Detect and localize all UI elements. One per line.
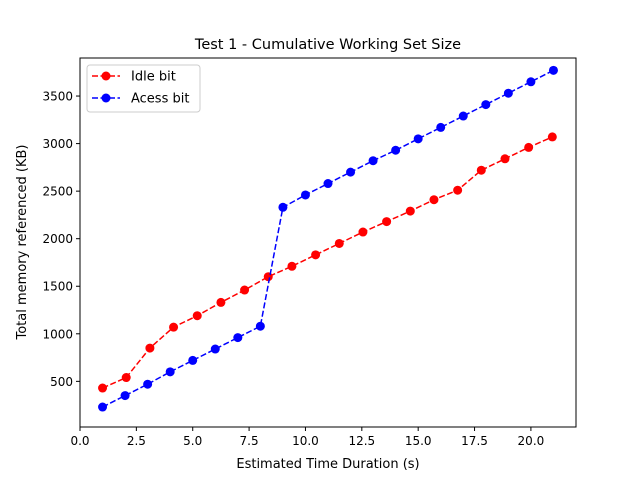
legend: Idle bit Acess bit <box>86 64 201 113</box>
y-tick-label: 3000 <box>42 137 73 151</box>
x-tick-label: 7.5 <box>240 434 259 448</box>
y-tick-label: 1000 <box>42 327 73 341</box>
axes-frame <box>79 57 577 428</box>
data-point-idle-bit <box>358 227 368 237</box>
data-point-idle-bit <box>429 195 439 205</box>
data-point-idle-bit <box>334 238 344 248</box>
x-tick-label: 15.0 <box>405 434 432 448</box>
chart-title: Test 1 - Cumulative Working Set Size <box>194 37 461 53</box>
x-axis-label: Estimated Time Duration (s) <box>236 457 419 472</box>
series-line-acess-bit <box>102 69 554 408</box>
data-point-idle-bit <box>169 322 179 332</box>
data-point-acess-bit <box>346 167 356 177</box>
y-tick-label: 2000 <box>42 232 73 246</box>
data-point-idle-bit <box>263 272 273 282</box>
data-point-acess-bit <box>526 77 536 87</box>
data-point-idle-bit <box>524 142 534 152</box>
legend-label-acess-bit: Acess bit <box>131 92 189 107</box>
data-point-idle-bit <box>121 373 131 383</box>
plot-area <box>98 65 558 412</box>
data-point-acess-bit <box>210 344 220 354</box>
data-point-idle-bit <box>382 217 392 227</box>
data-point-acess-bit <box>165 367 175 377</box>
x-tick-label: 10.0 <box>292 434 319 448</box>
y-tick-label: 2500 <box>42 185 73 199</box>
y-tick-label: 1500 <box>42 280 73 294</box>
data-point-acess-bit <box>188 355 198 365</box>
data-point-acess-bit <box>323 179 333 189</box>
data-point-acess-bit <box>120 391 130 401</box>
x-tick-label: 0.0 <box>70 434 89 448</box>
data-point-acess-bit <box>300 190 310 200</box>
x-tick-label: 12.5 <box>348 434 375 448</box>
series-line-idle-bit <box>102 136 553 389</box>
data-point-idle-bit <box>311 250 321 260</box>
data-point-acess-bit <box>233 333 243 343</box>
data-point-idle-bit <box>453 185 463 195</box>
y-tick-label: 3500 <box>42 90 73 104</box>
data-point-idle-bit <box>216 297 226 307</box>
data-point-acess-bit <box>436 122 446 132</box>
legend-marker-acess-bit <box>101 93 111 103</box>
legend-label-idle-bit: Idle bit <box>131 70 176 85</box>
data-point-idle-bit <box>98 383 108 393</box>
data-point-acess-bit <box>391 145 401 155</box>
data-point-idle-bit <box>192 311 202 321</box>
data-point-acess-bit <box>278 202 288 212</box>
legend-marker-idle-bit <box>101 71 111 81</box>
x-tick-label: 20.0 <box>518 434 545 448</box>
data-point-idle-bit <box>145 343 155 353</box>
y-tick-label: 500 <box>50 375 73 389</box>
data-point-idle-bit <box>240 285 250 295</box>
data-point-idle-bit <box>500 154 510 164</box>
data-point-acess-bit <box>143 379 153 389</box>
data-point-acess-bit <box>413 134 423 144</box>
data-point-acess-bit <box>481 100 491 110</box>
y-axis: 500 1000 1500 2000 2500 3000 3500 <box>42 90 80 389</box>
x-axis: 0.0 2.5 5.0 7.5 10.0 12.5 15.0 17.5 20.0 <box>70 427 544 448</box>
legend-box <box>86 64 201 113</box>
data-point-idle-bit <box>287 261 297 271</box>
data-point-idle-bit <box>547 132 557 142</box>
data-point-idle-bit <box>405 206 415 216</box>
x-tick-label: 2.5 <box>127 434 146 448</box>
data-point-idle-bit <box>476 165 486 175</box>
data-point-acess-bit <box>98 402 108 412</box>
data-point-acess-bit <box>503 88 513 98</box>
y-axis-label: Total memory referenced (KB) <box>15 145 30 341</box>
x-tick-label: 5.0 <box>183 434 202 448</box>
data-point-acess-bit <box>255 321 265 331</box>
data-point-acess-bit <box>458 111 468 121</box>
data-point-acess-bit <box>548 65 558 75</box>
x-tick-label: 17.5 <box>461 434 488 448</box>
data-point-acess-bit <box>368 156 378 166</box>
